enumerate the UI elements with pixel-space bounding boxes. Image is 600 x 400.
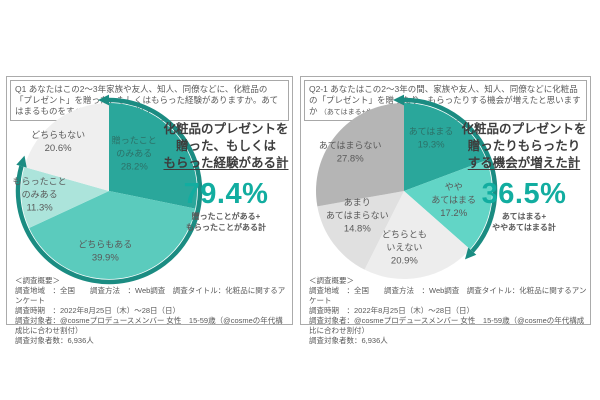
total-percentage-q1: 79.4% [183,178,269,210]
headline-q2-1: 化粧品のプレゼントを 贈ったりもらったり する機会が増えた計 [459,121,589,172]
headline-line: 化粧品のプレゼントを [163,122,289,136]
pie-slice [29,191,196,280]
slice-label: 贈ったことのみある 28.2% [112,135,157,173]
slice-label: もらったことのみある 11.3% [13,176,67,213]
slice-label: どちらともいえない 20.9% [382,230,427,267]
survey-overview-heading: ＜調査概要＞ [15,276,60,285]
total-span-arrow [15,97,203,285]
slice-label: ややあてはまる 17.2% [431,182,476,219]
survey-overview-line: 調査対象者：@cosmeプロデュースメンバー 女性 15-59歳（@cosmeの… [309,315,585,335]
total-caption-line: 贈ったことがある+ [191,212,261,221]
survey-overview-line: 調査対象者数：6,936人 [15,335,94,345]
arrowhead-icon [16,155,27,168]
total-span-arrow [403,97,498,253]
pie-slice [317,191,404,270]
pie-slice [24,102,110,191]
survey-overview-line: 調査地域 ：全国 調査方法 ：Web調査 調査タイトル：化粧品に関するアンケート [309,285,587,305]
survey-card-q1: Q1 あなたはこの2〜3年家族や友人、知人、同僚などに、化粧品の「プレゼント」を… [6,76,293,345]
pie-slice [404,103,487,191]
pie-chart-gift-opportunity: あてはまる 19.3% ややあてはまる 17.2%どちらともいえない 20.9%あまりあ… [316,94,498,280]
arrowhead-icon [393,94,404,106]
slice-label: どちらもある 39.9% [78,240,132,264]
survey-overview-q2-1: ＜調査概要＞ 調査地域 ：全国 調査方法 ：Web調査 調査タイトル：化粧品に関… [309,276,587,346]
slice-label: どちらもない 20.6% [31,130,85,154]
headline-line-underlined: もらった経験がある計 [163,156,289,170]
total-caption-q1: 贈ったことがある+ もらったことがある計 [159,212,293,233]
survey-card-q2-1: Q2-1 あなたはこの2〜3年の間、家族や友人、知人、同僚などに化粧品の「プレゼ… [300,76,591,345]
survey-overview-line: 調査対象者：@cosmeプロデュースメンバー 女性 15-59歳（@cosmeの… [15,315,283,335]
pie-slice [109,103,198,209]
question-text-q2-1: Q2-1 あなたはこの2〜3年の間、家族や友人、知人、同僚などに化粧品の「プレゼ… [309,84,581,117]
total-caption-line: もらったことがある計 [186,222,266,232]
arrowhead-icon [98,94,109,106]
survey-overview-line: 調査時期 ：2022年8月25日（木）～28日（日） [309,305,475,315]
arrowhead-icon [465,247,477,260]
pie-slice [20,166,110,228]
total-caption-q2-1: あてはまる+ ややあてはまる計 [459,212,589,233]
survey-overview-line: 調査対象者数：6,936人 [309,335,388,345]
slice-label: あてはまらない 27.8% [319,141,382,165]
total-caption-line: あてはまる+ [501,212,547,221]
headline-q1: 化粧品のプレゼントを 贈った、もしくは もらった経験がある計 [159,121,293,172]
total-caption-line: ややあてはまる計 [492,222,556,232]
slice-label: あまりあてはまらない 14.8% [326,198,389,235]
pie-slice [364,191,471,280]
pie-chart-gift-experience: 贈ったことのみある 28.2% どちらもある 39.9% もらったことのみある 11.3%… [13,94,203,285]
headline-line: 化粧品のプレゼントを [461,122,587,136]
survey-overview-q1: ＜調査概要＞ 調査地域 ：全国 調査方法 ：Web調査 調査タイトル：化粧品に関… [15,276,289,346]
total-percentage-q2-1: 36.5% [481,178,567,210]
survey-overview-line: 調査時期 ：2022年8月25日（木）～28日（日） [15,305,181,315]
headline-line: 贈ったりもらったり [467,139,581,153]
survey-overview-line: 調査地域 ：全国 調査方法 ：Web調査 調査タイトル：化粧品に関するアンケート [15,285,286,305]
headline-line-underlined: する機会が増えた計 [467,156,581,170]
slice-label: あてはまる 19.3% [409,127,454,151]
survey-overview-heading: ＜調査概要＞ [309,276,354,285]
pie-slice [404,160,493,250]
headline-line: 贈った、もしくは [175,139,276,153]
pie-slice [316,103,404,207]
